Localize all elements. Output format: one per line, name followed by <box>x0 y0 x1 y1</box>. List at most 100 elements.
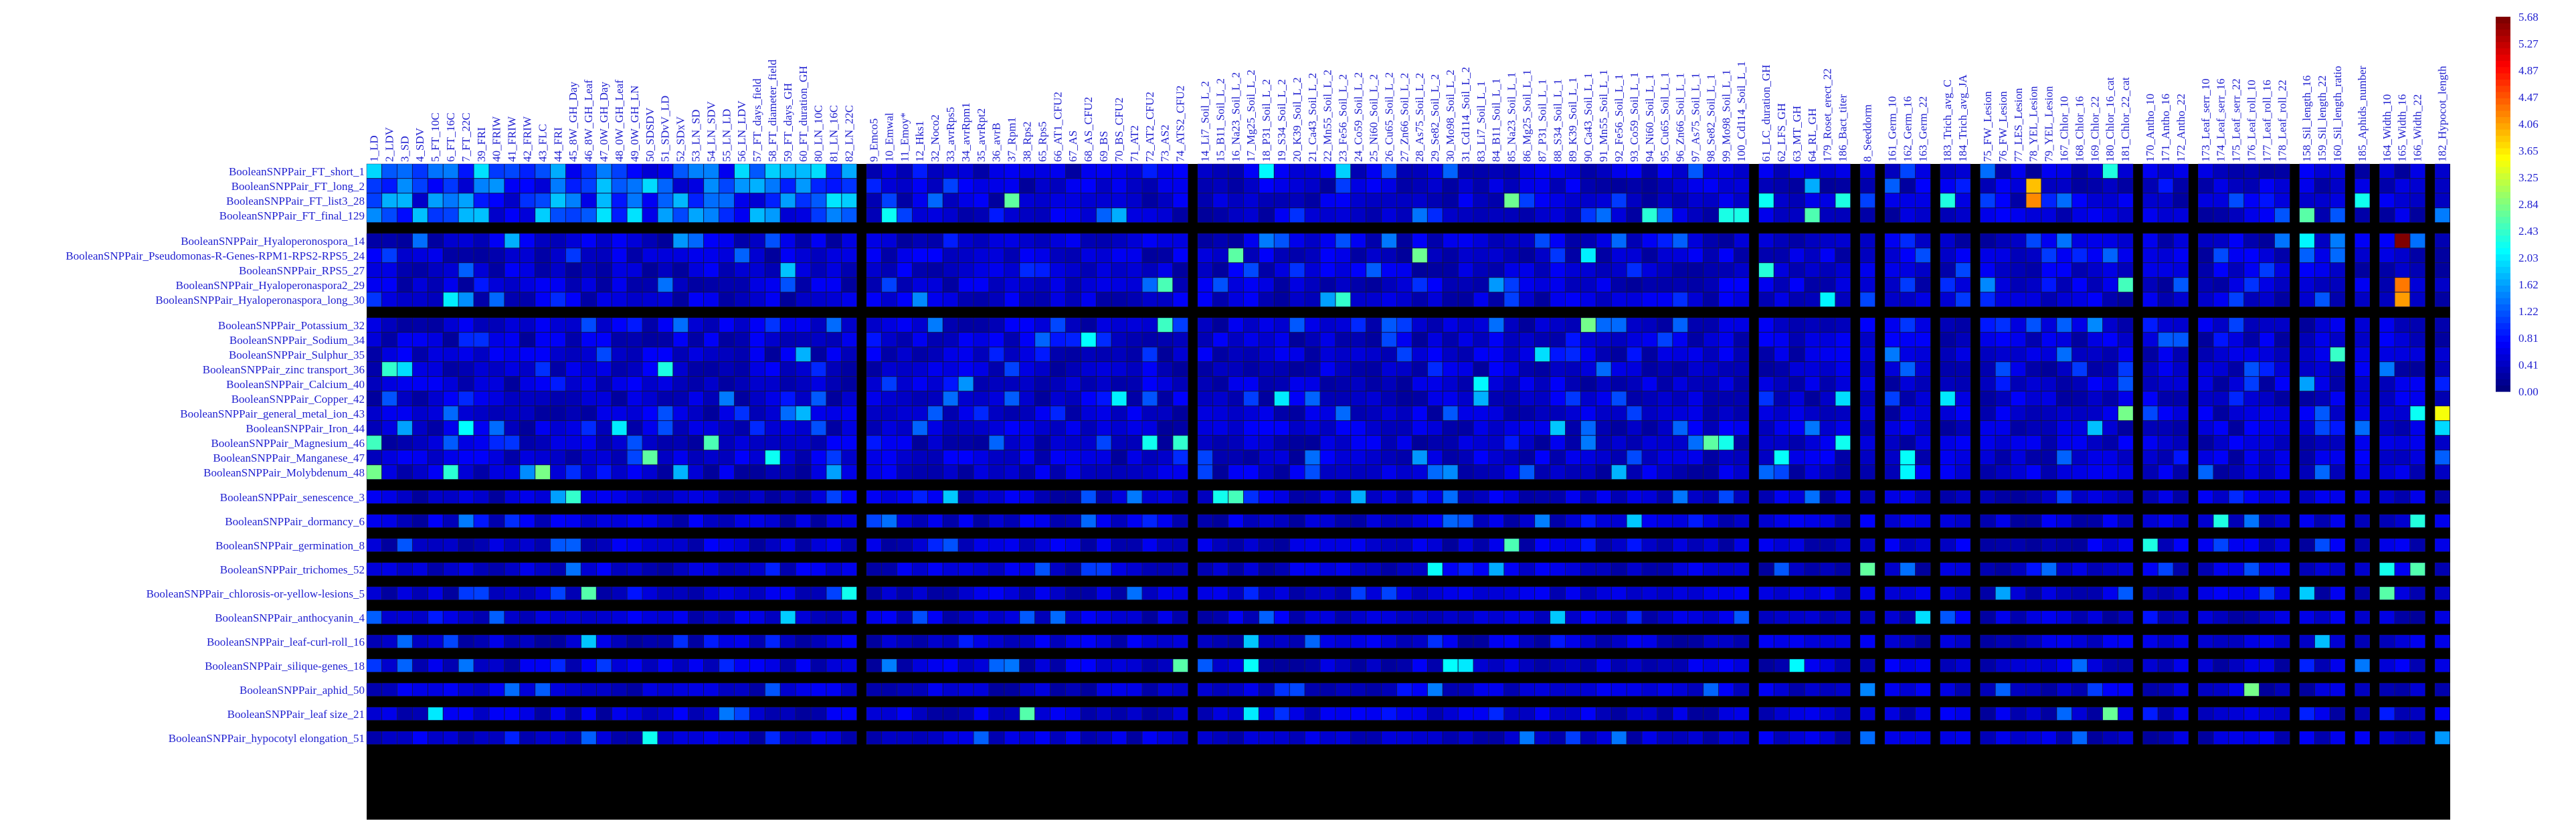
heatmap-cell <box>366 178 382 193</box>
heatmap-cell <box>1687 562 1704 576</box>
heatmap-cell <box>2314 163 2330 179</box>
heatmap-cell <box>397 163 413 179</box>
heatmap-cell <box>765 634 781 648</box>
heatmap-cell <box>550 361 566 377</box>
heatmap-cell <box>2198 277 2213 292</box>
heatmap-cell <box>1111 317 1127 333</box>
heatmap-cell <box>1320 586 1336 600</box>
heatmap-cell <box>642 193 658 208</box>
heatmap-cell <box>2330 658 2346 672</box>
heatmap-cell <box>1458 562 1473 576</box>
heatmap-cell <box>1127 586 1142 600</box>
heatmap-cell <box>749 292 765 307</box>
heatmap-cell <box>1758 586 1774 600</box>
heatmap-cell <box>1197 262 1213 278</box>
heatmap-cell <box>974 610 989 624</box>
heatmap-cell <box>989 405 1004 421</box>
heatmap-cell <box>1396 420 1412 436</box>
heatmap-cell <box>1627 248 1642 263</box>
heatmap-cell <box>2243 464 2260 480</box>
heatmap-cell <box>765 347 781 362</box>
heatmap-cell <box>1955 464 1971 480</box>
heatmap-cell <box>2274 586 2290 600</box>
heatmap-cell <box>780 610 796 624</box>
column-label: 11_Emoy* <box>898 112 911 162</box>
heatmap-cell <box>458 586 474 600</box>
heatmap-cell <box>412 707 428 721</box>
heatmap-cell <box>912 361 928 377</box>
heatmap-cell <box>2274 658 2290 672</box>
heatmap-cell <box>443 361 459 377</box>
heatmap-cell <box>912 586 928 600</box>
heatmap-cell <box>1835 405 1851 421</box>
heatmap-cell <box>1703 490 1719 504</box>
column-label: 68_AS_CFU2 <box>1082 97 1095 162</box>
column-label: 45_8W_GH_Day <box>567 82 579 162</box>
heatmap-cell <box>1305 707 1320 721</box>
heatmap-cell <box>1900 464 1916 480</box>
heatmap-cell <box>1627 207 1642 223</box>
heatmap-cell <box>826 562 842 576</box>
heatmap-cell <box>381 193 397 208</box>
heatmap-cell <box>1019 405 1035 421</box>
heatmap-cell <box>1835 178 1851 193</box>
heatmap-cell <box>1111 248 1127 263</box>
heatmap-cell <box>2142 233 2158 248</box>
heatmap-cell <box>1228 490 1244 504</box>
heatmap-cell <box>627 464 642 480</box>
heatmap-cell <box>1534 391 1550 406</box>
heatmap-cell <box>1289 248 1305 263</box>
heatmap-cell <box>565 538 581 552</box>
heatmap-cell <box>2409 332 2425 347</box>
heatmap-cell <box>2173 562 2189 576</box>
heatmap-cell <box>535 262 551 278</box>
heatmap-cell <box>1820 163 1835 179</box>
column-label: 74_ATS2_CFU2 <box>1174 86 1187 162</box>
heatmap-cell <box>1259 490 1275 504</box>
heatmap-cell <box>489 538 504 552</box>
heatmap-cell <box>1289 193 1305 208</box>
heatmap-cell <box>1672 391 1688 406</box>
heatmap-cell <box>1734 420 1750 436</box>
heatmap-cell <box>1081 538 1097 552</box>
heatmap-cell <box>1835 634 1851 648</box>
heatmap-cell <box>912 376 928 391</box>
heatmap-cell <box>581 405 597 421</box>
heatmap-cell <box>1955 347 1971 362</box>
heatmap-cell <box>688 178 704 193</box>
heatmap-cell <box>1289 262 1305 278</box>
heatmap-cell <box>1503 707 1520 721</box>
heatmap-cell <box>1412 178 1428 193</box>
heatmap-cell <box>2228 233 2244 248</box>
heatmap-cell <box>1687 332 1704 347</box>
heatmap-cell <box>2434 361 2450 377</box>
heatmap-cell <box>519 658 535 672</box>
heatmap-cell <box>1503 317 1520 333</box>
heatmap-cell <box>719 178 735 193</box>
heatmap-cell <box>1657 562 1673 576</box>
heatmap-cell <box>1503 450 1520 465</box>
heatmap-cell <box>504 538 520 552</box>
heatmap-cell <box>1820 292 1835 307</box>
heatmap-cell <box>428 347 444 362</box>
heatmap-cell <box>1580 658 1596 672</box>
heatmap-cell <box>1900 262 1916 278</box>
heatmap-cell <box>826 490 842 504</box>
heatmap-cell <box>1443 731 1459 745</box>
heatmap-cell <box>2355 178 2370 193</box>
heatmap-cell <box>1034 658 1050 672</box>
heatmap-cell <box>2314 233 2330 248</box>
heatmap-cell <box>912 420 928 436</box>
heatmap-cell <box>366 262 382 278</box>
heatmap-cell <box>1443 658 1459 672</box>
heatmap-cell <box>1065 292 1081 307</box>
heatmap-cell <box>658 731 673 745</box>
heatmap-cell <box>2118 490 2134 504</box>
heatmap-cell <box>1995 707 2011 721</box>
heatmap-cell <box>1503 347 1520 362</box>
heatmap-cell <box>1900 248 1916 263</box>
heatmap-cell <box>443 490 459 504</box>
heatmap-cell <box>897 163 913 179</box>
heatmap-cell <box>1820 610 1835 624</box>
heatmap-cell <box>1350 163 1366 179</box>
